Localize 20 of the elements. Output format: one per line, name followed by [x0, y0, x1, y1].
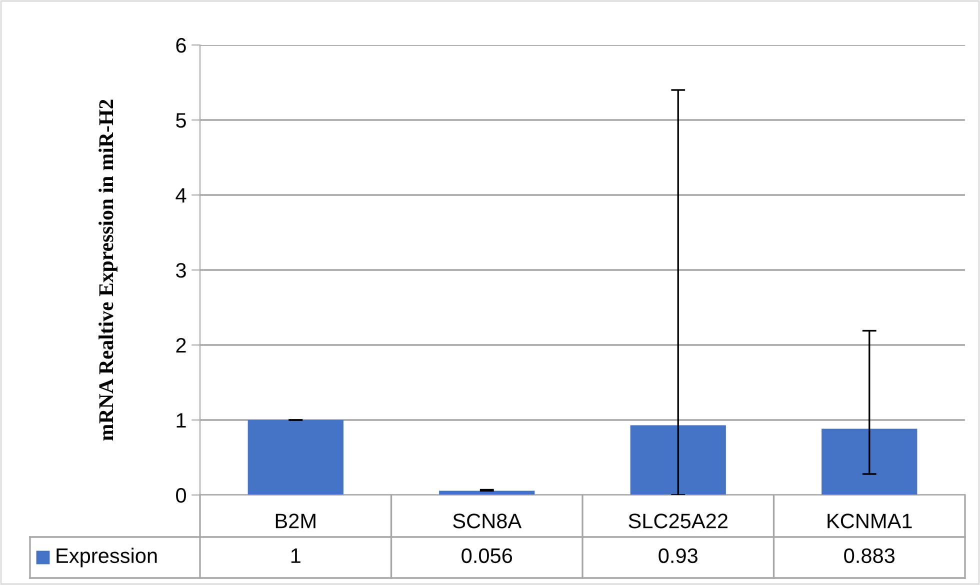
y-axis-title: mRNA Realtive Expression in miR-H2 [98, 100, 118, 441]
y-tick-label: 1 [176, 413, 186, 428]
y-tick-label: 3 [176, 263, 186, 278]
data-label: 0.056 [462, 548, 512, 564]
y-tick-label: 4 [176, 188, 186, 203]
data-label: 0.93 [658, 548, 698, 564]
bar [630, 425, 726, 495]
y-tick-label: 2 [176, 338, 186, 353]
x-tick-label: SCN8A [453, 514, 522, 528]
y-tick-label: 5 [176, 113, 186, 128]
bar [248, 420, 344, 495]
bar [822, 428, 918, 495]
x-tick-label: SLC25A22 [628, 514, 728, 528]
legend-label: Expression [56, 548, 157, 568]
y-tick-label: 0 [176, 488, 186, 503]
data-label: 1 [291, 548, 300, 563]
x-tick-label: B2M [276, 514, 316, 528]
data-label: 0.883 [844, 548, 895, 564]
y-tick-label: 6 [176, 38, 186, 53]
x-tick-label: KCNMA1 [828, 514, 912, 528]
